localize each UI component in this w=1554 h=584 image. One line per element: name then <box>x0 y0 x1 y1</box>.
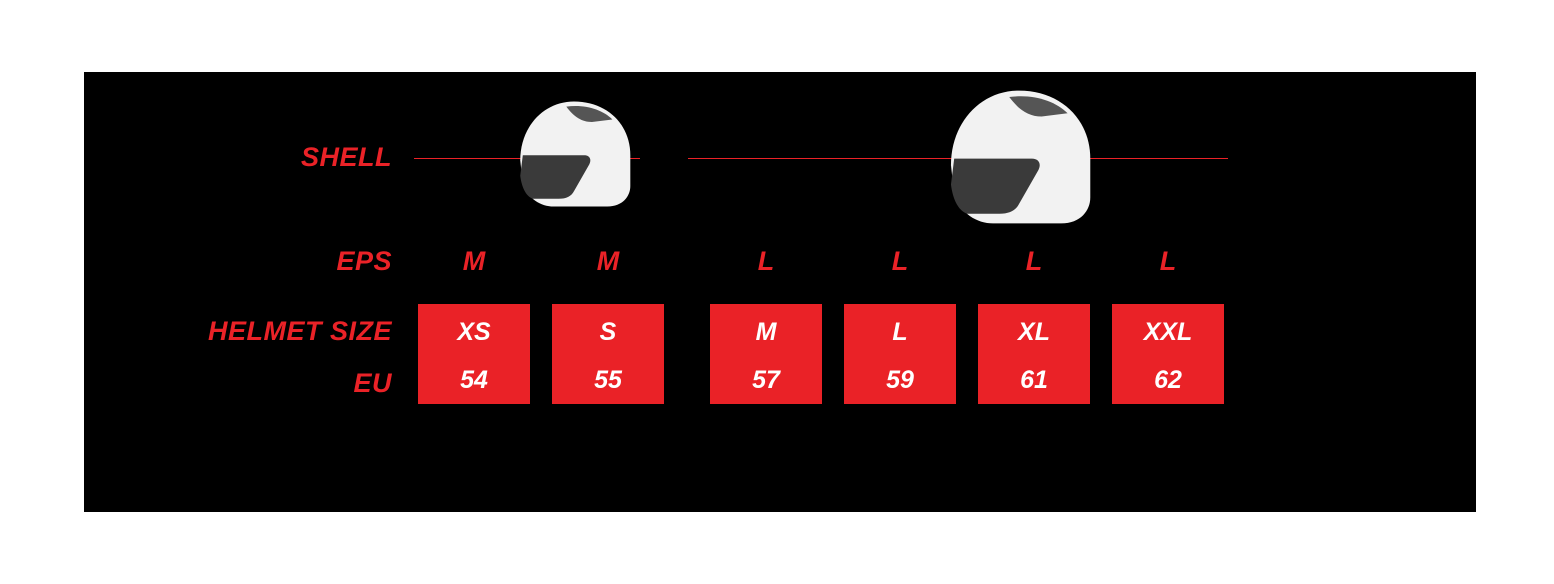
helmet-size-value: S <box>552 318 664 347</box>
eps-value: M <box>418 246 530 277</box>
eu-value: 55 <box>552 366 664 395</box>
size-cell: XS 54 <box>418 304 530 404</box>
eps-value: L <box>710 246 822 277</box>
label-eu: EU <box>353 368 392 399</box>
size-cell: L 59 <box>844 304 956 404</box>
eu-value: 54 <box>418 366 530 395</box>
label-shell: SHELL <box>301 142 392 173</box>
eps-value: L <box>978 246 1090 277</box>
helmet-size-value: XL <box>978 318 1090 347</box>
size-cell: S 55 <box>552 304 664 404</box>
eps-value: M <box>552 246 664 277</box>
helmet-size-value: M <box>710 318 822 347</box>
helmet-size-value: XXL <box>1112 318 1224 347</box>
helmet-size-value: XS <box>418 318 530 347</box>
eu-value: 61 <box>978 366 1090 395</box>
label-eps: EPS <box>336 246 392 277</box>
size-chart: SHELL EPS HELMET SIZE EU M M L L L L XS … <box>84 72 1476 512</box>
size-cell: XXL 62 <box>1112 304 1224 404</box>
eps-value: L <box>844 246 956 277</box>
eu-value: 57 <box>710 366 822 395</box>
size-cell: XL 61 <box>978 304 1090 404</box>
eps-value: L <box>1112 246 1224 277</box>
helmet-icon <box>510 96 638 212</box>
eu-value: 62 <box>1112 366 1224 395</box>
size-cell: M 57 <box>710 304 822 404</box>
helmet-size-value: L <box>844 318 956 347</box>
helmet-icon <box>938 84 1100 230</box>
eu-value: 59 <box>844 366 956 395</box>
label-helmet-size: HELMET SIZE <box>208 316 392 347</box>
